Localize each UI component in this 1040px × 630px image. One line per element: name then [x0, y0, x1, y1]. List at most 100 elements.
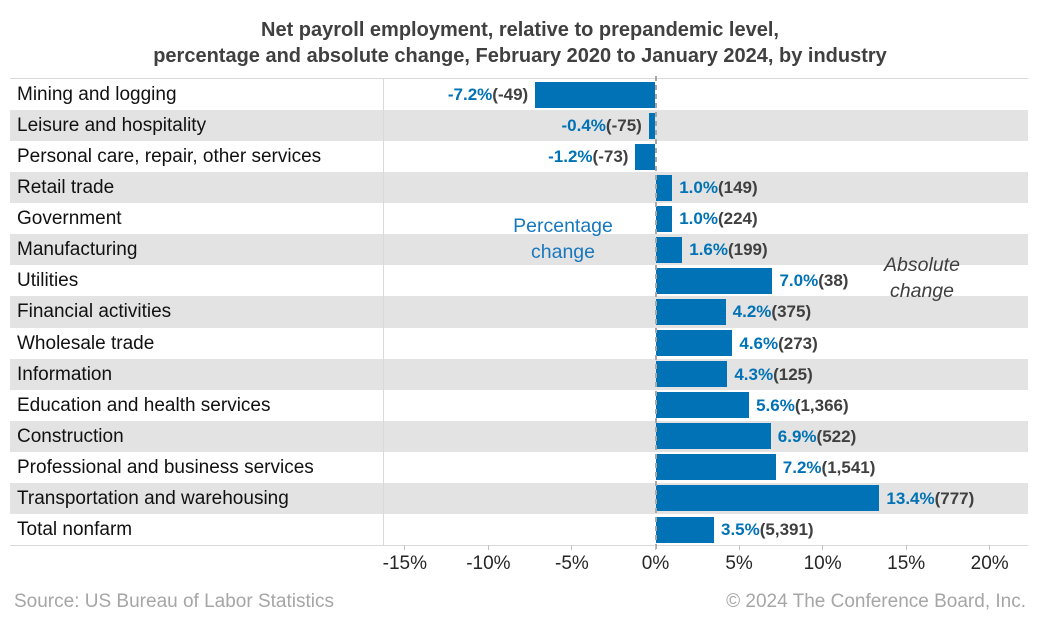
chart-top-border [10, 78, 1028, 79]
bar [635, 143, 656, 170]
bar [655, 299, 726, 326]
pct-value: 5.6% [756, 395, 795, 415]
pct-value: 1.6% [689, 240, 728, 260]
plot-left-border [383, 79, 384, 545]
abs-value: (224) [717, 209, 758, 229]
pct-value: 6.9% [777, 426, 817, 446]
abs-value: (1,541) [821, 457, 876, 477]
bar [655, 392, 750, 419]
abs-value: (522) [816, 426, 857, 446]
x-axis-tick [989, 545, 991, 550]
pct-value: -1.2% [548, 147, 593, 167]
category-label: Leisure and hospitality [17, 115, 207, 137]
row-stripe [10, 172, 1028, 204]
x-axis-tick-label: 0% [641, 553, 670, 574]
category-label: Financial activities [17, 301, 172, 323]
bar-value-label: 1.0%(224) [679, 203, 757, 234]
category-label: Education and health services [17, 394, 271, 416]
row-stripe [10, 513, 1028, 546]
bar [655, 330, 733, 357]
abs-value: (125) [773, 364, 813, 384]
x-axis-tick-label: -5% [555, 553, 589, 574]
bar [648, 112, 656, 139]
bar [655, 361, 728, 388]
x-axis-tick [655, 545, 656, 550]
bar-value-label: 4.3%(125) [734, 359, 812, 390]
annotation-percentage-change: Percentage change [513, 215, 613, 263]
bar-value-label: 7.2%(1,541) [783, 452, 876, 483]
abs-value: (-75) [605, 116, 642, 136]
row-stripe [10, 420, 1028, 452]
zero-axis-line [654, 76, 657, 552]
row-stripe [10, 110, 1028, 142]
category-label: Utilities [17, 270, 79, 292]
x-axis-tick [822, 545, 824, 550]
chart-footer: Source: US Bureau of Labor Statistics © … [14, 591, 1026, 613]
bar-value-label: 7.0%(38) [779, 265, 848, 296]
category-label: Government [17, 208, 122, 230]
row-stripe [10, 327, 1028, 359]
x-axis-tick [571, 545, 573, 550]
category-label: Information [17, 363, 113, 385]
pct-value: 4.2% [732, 302, 772, 322]
x-axis-tick-label: 5% [725, 553, 753, 574]
pct-value: 1.0% [679, 209, 718, 229]
bar-value-label: -0.4%(-75) [562, 110, 642, 141]
x-axis-tick [905, 545, 907, 550]
pct-value: 13.4% [886, 488, 935, 508]
x-axis-line [10, 545, 1028, 546]
row-stripe [10, 79, 1028, 111]
category-label: Retail trade [17, 177, 115, 199]
x-axis-tick-label: -10% [466, 553, 511, 574]
category-label: Manufacturing [17, 239, 138, 261]
chart-title-line1: Net payroll employment, relative to prep… [261, 19, 779, 41]
abs-value: (375) [771, 302, 812, 322]
pct-value: -0.4% [561, 116, 606, 136]
chart-title-line2: percentage and absolute change, February… [153, 45, 887, 67]
bar [655, 267, 773, 294]
row-stripe [10, 234, 1028, 266]
bar-value-label: 6.9%(522) [778, 421, 856, 452]
abs-value: (38) [818, 271, 849, 291]
x-axis-tick [738, 545, 740, 550]
abs-value: (777) [934, 488, 975, 508]
bar [655, 174, 673, 201]
category-label: Professional and business services [17, 456, 314, 478]
bar [655, 423, 771, 450]
bar [655, 454, 776, 481]
pct-value: 4.6% [739, 333, 779, 353]
abs-value: (199) [727, 240, 768, 260]
category-label: Transportation and warehousing [17, 487, 289, 509]
row-stripe [10, 296, 1028, 328]
bar-value-label: 1.0%(149) [679, 172, 757, 203]
chart-title: Net payroll employment, relative to prep… [0, 17, 1040, 69]
pct-value: 7.0% [779, 271, 819, 291]
row-stripe [10, 358, 1028, 390]
category-label: Mining and logging [17, 84, 177, 105]
pct-value: 1.0% [679, 178, 718, 198]
annotation-absolute-change: Absolute change [884, 254, 960, 302]
row-stripe [10, 451, 1028, 483]
bar [655, 485, 880, 512]
abs-value: (-49) [492, 85, 529, 104]
x-axis-tick [487, 545, 489, 550]
bar-value-label: 4.2%(375) [733, 296, 811, 327]
bar-value-label: 13.4%(777) [886, 483, 974, 514]
row-stripe [10, 389, 1028, 421]
pct-value: 3.5% [720, 519, 760, 539]
row-stripe [10, 203, 1028, 235]
x-axis-tick-label: 20% [970, 553, 1009, 574]
row-stripe [10, 141, 1028, 173]
x-axis-tick [404, 545, 406, 550]
pct-value: -7.2% [447, 85, 493, 104]
bar [535, 81, 656, 108]
abs-value: (273) [778, 333, 818, 353]
bar [655, 236, 683, 263]
abs-value: (1,366) [794, 395, 849, 415]
x-axis-tick-label: 15% [887, 553, 926, 574]
bar-value-label: 4.6%(273) [739, 328, 817, 359]
source-text: Source: US Bureau of Labor Statistics [14, 591, 334, 612]
abs-value: (-73) [592, 147, 629, 167]
